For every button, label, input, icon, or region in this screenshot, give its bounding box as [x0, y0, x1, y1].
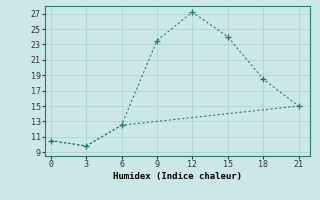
X-axis label: Humidex (Indice chaleur): Humidex (Indice chaleur) — [113, 172, 242, 181]
